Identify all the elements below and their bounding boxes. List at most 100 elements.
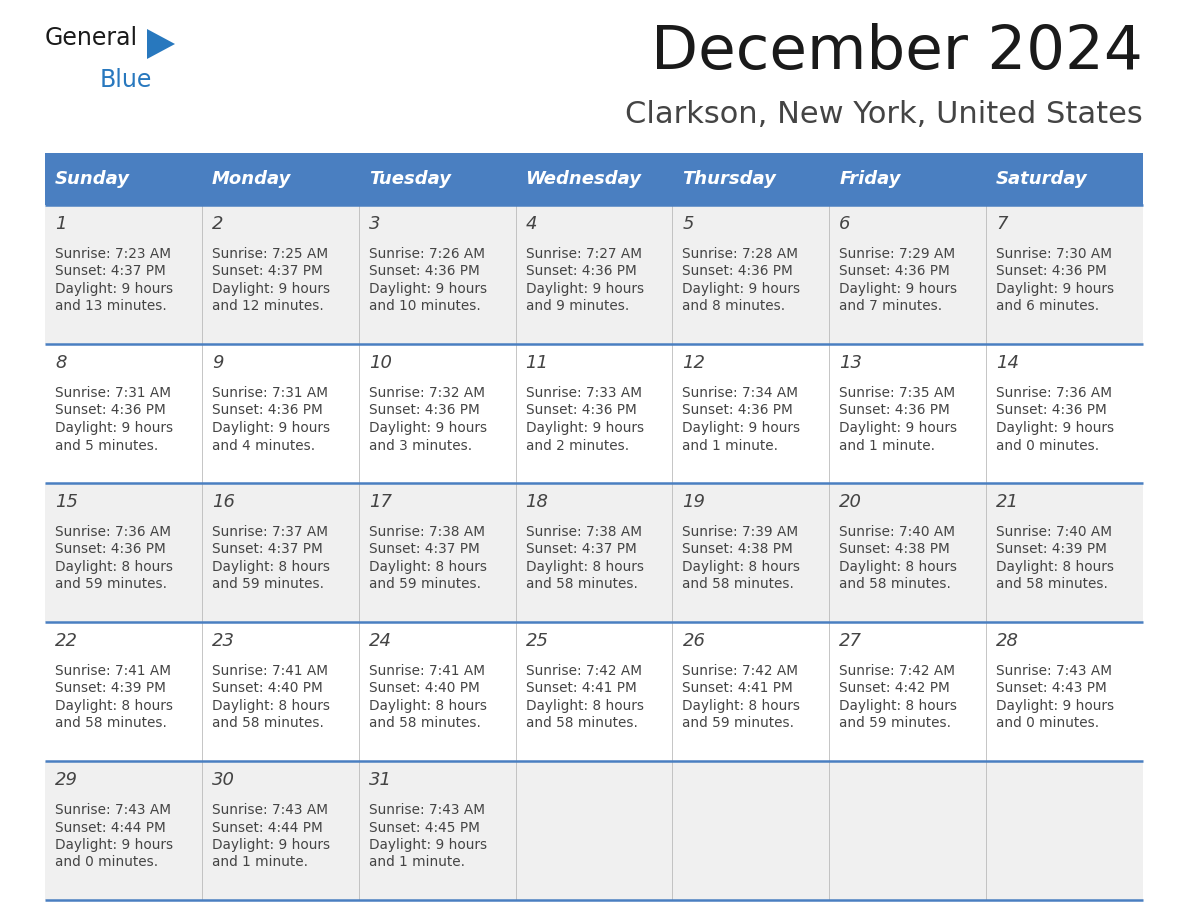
Text: Sunrise: 7:37 AM: Sunrise: 7:37 AM [211, 525, 328, 539]
Text: Sunset: 4:38 PM: Sunset: 4:38 PM [682, 543, 794, 556]
Text: 16: 16 [211, 493, 235, 511]
Text: 4: 4 [525, 215, 537, 233]
Text: Sunrise: 7:40 AM: Sunrise: 7:40 AM [997, 525, 1112, 539]
Text: Sunrise: 7:35 AM: Sunrise: 7:35 AM [839, 386, 955, 400]
Text: Sunset: 4:36 PM: Sunset: 4:36 PM [839, 264, 950, 278]
Text: Sunrise: 7:42 AM: Sunrise: 7:42 AM [525, 664, 642, 678]
Text: Sunset: 4:36 PM: Sunset: 4:36 PM [55, 543, 166, 556]
Text: and 58 minutes.: and 58 minutes. [839, 577, 952, 591]
Text: Monday: Monday [211, 170, 291, 188]
Text: Daylight: 8 hours: Daylight: 8 hours [682, 560, 801, 574]
Text: and 8 minutes.: and 8 minutes. [682, 299, 785, 314]
Text: and 1 minute.: and 1 minute. [682, 439, 778, 453]
Text: 8: 8 [55, 354, 67, 372]
Text: Sunset: 4:43 PM: Sunset: 4:43 PM [997, 681, 1107, 696]
Bar [45, 344, 1143, 483]
Text: Sunrise: 7:38 AM: Sunrise: 7:38 AM [368, 525, 485, 539]
Text: Daylight: 9 hours: Daylight: 9 hours [997, 282, 1114, 296]
Text: Daylight: 8 hours: Daylight: 8 hours [55, 699, 173, 713]
Text: Sunrise: 7:42 AM: Sunrise: 7:42 AM [839, 664, 955, 678]
Text: Sunrise: 7:28 AM: Sunrise: 7:28 AM [682, 247, 798, 261]
Text: and 7 minutes.: and 7 minutes. [839, 299, 942, 314]
Text: General: General [45, 26, 138, 50]
Text: Daylight: 8 hours: Daylight: 8 hours [682, 699, 801, 713]
Text: Sunset: 4:36 PM: Sunset: 4:36 PM [55, 404, 166, 418]
Text: Sunset: 4:40 PM: Sunset: 4:40 PM [211, 681, 323, 696]
Text: 6: 6 [839, 215, 851, 233]
Text: Sunset: 4:36 PM: Sunset: 4:36 PM [839, 404, 950, 418]
Text: Sunset: 4:37 PM: Sunset: 4:37 PM [368, 543, 480, 556]
Text: Daylight: 9 hours: Daylight: 9 hours [682, 282, 801, 296]
Text: Sunset: 4:36 PM: Sunset: 4:36 PM [525, 404, 637, 418]
Text: Sunset: 4:45 PM: Sunset: 4:45 PM [368, 821, 480, 834]
Text: and 59 minutes.: and 59 minutes. [211, 577, 324, 591]
Text: Sunrise: 7:32 AM: Sunrise: 7:32 AM [368, 386, 485, 400]
Text: 10: 10 [368, 354, 392, 372]
Text: Daylight: 9 hours: Daylight: 9 hours [55, 421, 173, 435]
Text: Sunrise: 7:41 AM: Sunrise: 7:41 AM [368, 664, 485, 678]
Text: Daylight: 9 hours: Daylight: 9 hours [368, 282, 487, 296]
Text: 9: 9 [211, 354, 223, 372]
Text: Sunset: 4:41 PM: Sunset: 4:41 PM [682, 681, 794, 696]
Text: Sunset: 4:44 PM: Sunset: 4:44 PM [211, 821, 323, 834]
Text: Sunset: 4:44 PM: Sunset: 4:44 PM [55, 821, 166, 834]
Text: Sunset: 4:37 PM: Sunset: 4:37 PM [211, 543, 323, 556]
Text: Daylight: 9 hours: Daylight: 9 hours [839, 421, 958, 435]
Text: Saturday: Saturday [997, 170, 1088, 188]
Text: Daylight: 8 hours: Daylight: 8 hours [211, 699, 330, 713]
Text: Sunset: 4:38 PM: Sunset: 4:38 PM [839, 543, 950, 556]
Text: 24: 24 [368, 632, 392, 650]
Text: Sunset: 4:39 PM: Sunset: 4:39 PM [997, 543, 1107, 556]
Bar [829, 153, 986, 205]
Text: Sunrise: 7:31 AM: Sunrise: 7:31 AM [211, 386, 328, 400]
Text: Tuesday: Tuesday [368, 170, 450, 188]
Text: December 2024: December 2024 [651, 23, 1143, 82]
Text: and 58 minutes.: and 58 minutes. [55, 717, 166, 731]
Text: Daylight: 9 hours: Daylight: 9 hours [211, 838, 330, 852]
Text: and 0 minutes.: and 0 minutes. [997, 439, 1099, 453]
Text: Sunrise: 7:23 AM: Sunrise: 7:23 AM [55, 247, 171, 261]
Text: and 59 minutes.: and 59 minutes. [839, 717, 952, 731]
Text: 17: 17 [368, 493, 392, 511]
Text: Sunset: 4:37 PM: Sunset: 4:37 PM [211, 264, 323, 278]
Text: Sunrise: 7:43 AM: Sunrise: 7:43 AM [997, 664, 1112, 678]
Bar [45, 622, 1143, 761]
Text: and 58 minutes.: and 58 minutes. [997, 577, 1108, 591]
Text: Wednesday: Wednesday [525, 170, 642, 188]
Text: Sunrise: 7:27 AM: Sunrise: 7:27 AM [525, 247, 642, 261]
Text: Daylight: 9 hours: Daylight: 9 hours [368, 838, 487, 852]
Text: Sunset: 4:41 PM: Sunset: 4:41 PM [525, 681, 637, 696]
Text: Sunrise: 7:38 AM: Sunrise: 7:38 AM [525, 525, 642, 539]
Text: and 2 minutes.: and 2 minutes. [525, 439, 628, 453]
Text: Daylight: 8 hours: Daylight: 8 hours [211, 560, 330, 574]
Text: Sunday: Sunday [55, 170, 129, 188]
Text: and 5 minutes.: and 5 minutes. [55, 439, 158, 453]
Bar [516, 153, 672, 205]
Text: and 1 minute.: and 1 minute. [368, 856, 465, 869]
Text: 18: 18 [525, 493, 549, 511]
Text: 29: 29 [55, 771, 78, 789]
Text: 30: 30 [211, 771, 235, 789]
Text: 27: 27 [839, 632, 862, 650]
Bar [359, 153, 516, 205]
Text: and 12 minutes.: and 12 minutes. [211, 299, 323, 314]
Text: Daylight: 9 hours: Daylight: 9 hours [839, 282, 958, 296]
Text: 22: 22 [55, 632, 78, 650]
Text: 25: 25 [525, 632, 549, 650]
Text: Blue: Blue [100, 68, 152, 92]
Text: and 58 minutes.: and 58 minutes. [682, 577, 795, 591]
Text: Sunset: 4:42 PM: Sunset: 4:42 PM [839, 681, 950, 696]
Text: Sunset: 4:37 PM: Sunset: 4:37 PM [55, 264, 166, 278]
Text: Daylight: 8 hours: Daylight: 8 hours [525, 699, 644, 713]
Text: and 0 minutes.: and 0 minutes. [997, 717, 1099, 731]
Text: and 58 minutes.: and 58 minutes. [525, 577, 638, 591]
Text: Sunrise: 7:36 AM: Sunrise: 7:36 AM [55, 525, 171, 539]
Text: Daylight: 8 hours: Daylight: 8 hours [525, 560, 644, 574]
Text: 21: 21 [997, 493, 1019, 511]
Text: Daylight: 8 hours: Daylight: 8 hours [368, 699, 487, 713]
Text: and 1 minute.: and 1 minute. [211, 856, 308, 869]
Text: and 58 minutes.: and 58 minutes. [525, 717, 638, 731]
Text: 15: 15 [55, 493, 78, 511]
Text: and 13 minutes.: and 13 minutes. [55, 299, 166, 314]
Text: Sunrise: 7:39 AM: Sunrise: 7:39 AM [682, 525, 798, 539]
